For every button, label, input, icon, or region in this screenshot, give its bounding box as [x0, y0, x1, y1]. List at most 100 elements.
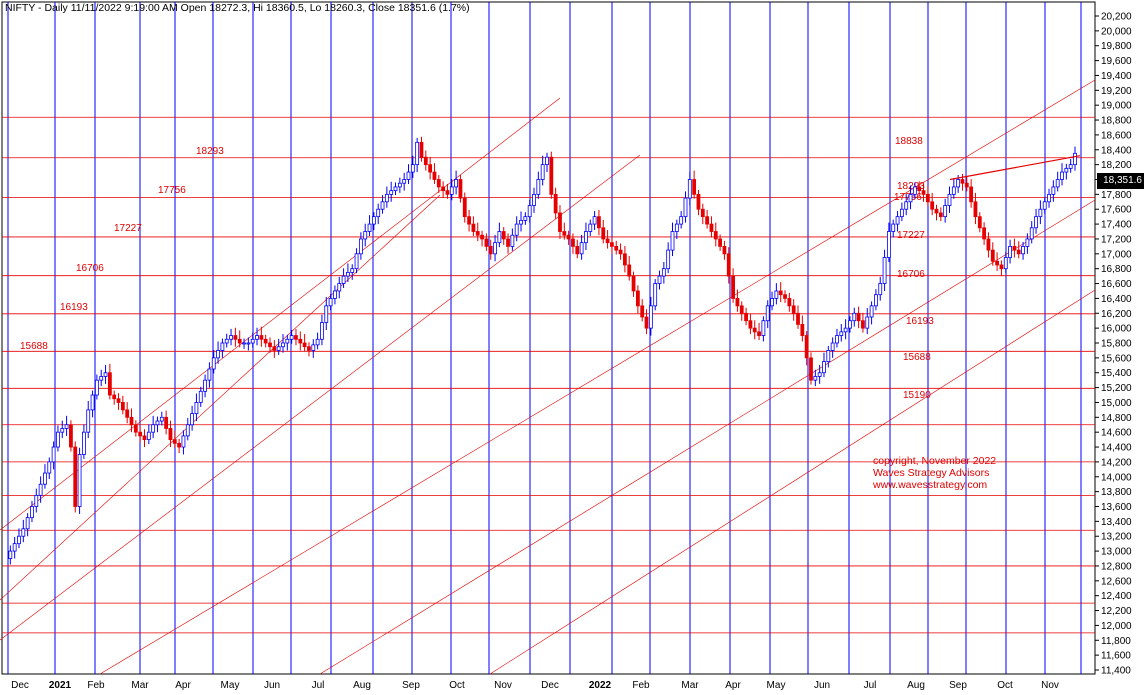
candle-body [960, 179, 965, 184]
y-tick-label: 13,200 [1101, 532, 1132, 543]
channel-line [0, 194, 441, 601]
candle-body [536, 179, 541, 195]
candle-body [718, 238, 723, 247]
copyright-line: copyright, November 2022 [873, 455, 997, 467]
candle-body [172, 439, 177, 444]
candle-body [709, 223, 714, 232]
candle-body [307, 346, 311, 351]
candle-body [796, 312, 800, 325]
candle-body [1016, 249, 1021, 255]
candle-body [843, 327, 848, 333]
chart-title: NIFTY - Daily 11/11/2022 9:19:00 AM Open… [5, 2, 470, 14]
candle-body [324, 305, 329, 323]
candle-body [471, 223, 476, 232]
copyright-notice: copyright, November 2022 Waves Strategy … [873, 455, 996, 491]
candle-body [869, 305, 874, 318]
candle-body [475, 231, 480, 236]
channel-line [0, 154, 641, 641]
candle-body [1068, 164, 1073, 169]
x-tick-label: Aug [353, 680, 371, 691]
candle-body [107, 372, 112, 396]
candle-body [220, 342, 225, 351]
candle-body [233, 335, 238, 340]
candle-body [298, 338, 303, 344]
level-label: 17756 [158, 185, 186, 196]
website-url: www.wavesstrategy.com [873, 479, 988, 491]
candle-body [17, 535, 21, 545]
candle-body [436, 179, 441, 188]
y-tick-label: 15,000 [1101, 398, 1132, 409]
candle-body [938, 212, 943, 218]
candle-body [103, 372, 108, 377]
candle-body [207, 368, 212, 381]
candle-body [973, 201, 978, 218]
candle-body [1047, 193, 1051, 203]
candle-body [294, 335, 298, 340]
candle-body [575, 245, 580, 255]
candle-body [8, 550, 13, 559]
candle-body [631, 275, 636, 292]
candle-body [64, 424, 69, 429]
candle-body [449, 186, 454, 195]
y-tick-label: 15,400 [1101, 368, 1132, 379]
candle-body [255, 335, 259, 340]
candle-body [77, 454, 82, 507]
candle-body [47, 461, 52, 474]
candle-body [882, 257, 887, 284]
candle-body [311, 344, 316, 351]
candle-body [138, 431, 143, 437]
candle-body [605, 238, 610, 244]
level-label: 15688 [20, 341, 48, 352]
x-tick-label: May [767, 680, 786, 691]
candle-body [540, 164, 545, 180]
candle-body [912, 186, 917, 195]
candle-body [527, 205, 532, 218]
candle-body [696, 193, 701, 210]
candle-body [657, 275, 662, 284]
candle-body [168, 428, 173, 441]
candle-body [120, 402, 125, 411]
candle-body [419, 141, 424, 158]
y-tick-label: 12,200 [1101, 606, 1132, 617]
candle-body [804, 335, 809, 359]
candle-body [752, 327, 757, 333]
candle-body [726, 253, 731, 277]
candle-body [1021, 245, 1025, 255]
current-price-tag: 18,351.6 [1097, 173, 1144, 189]
level-label: 17227 [114, 223, 142, 234]
level-label: 16706 [76, 263, 104, 274]
candle-body [501, 231, 506, 240]
level-label: 16706 [897, 269, 925, 280]
y-tick-label: 12,600 [1101, 576, 1132, 587]
y-tick-label: 11,400 [1101, 666, 1131, 677]
candle-body [705, 216, 710, 225]
candle-body [532, 193, 536, 206]
candle-body [354, 253, 359, 270]
candle-body [151, 424, 156, 433]
candle-body [1038, 208, 1043, 218]
candle-body [246, 342, 251, 345]
y-tick-label: 17,000 [1101, 249, 1132, 260]
candle-body [1073, 152, 1077, 166]
candle-body [899, 208, 904, 218]
x-tick-label: Jul [864, 680, 877, 691]
candle-body [337, 283, 342, 292]
candle-body [30, 506, 34, 519]
candle-body [1064, 167, 1069, 173]
y-tick-label: 17,600 [1101, 205, 1132, 216]
candle-body [493, 242, 497, 255]
candle-body [177, 442, 182, 448]
x-tick-label: Oct [997, 680, 1013, 691]
candle-body [886, 231, 891, 258]
y-tick-label: 14,800 [1101, 413, 1132, 424]
candle-body [224, 338, 229, 344]
candle-body [713, 231, 718, 240]
candle-body [666, 249, 671, 270]
candle-body [809, 357, 813, 381]
x-tick-label: Mar [131, 680, 149, 691]
candle-body [56, 431, 60, 448]
candle-body [393, 186, 398, 192]
candle-body [558, 212, 562, 232]
candle-body [562, 231, 567, 236]
